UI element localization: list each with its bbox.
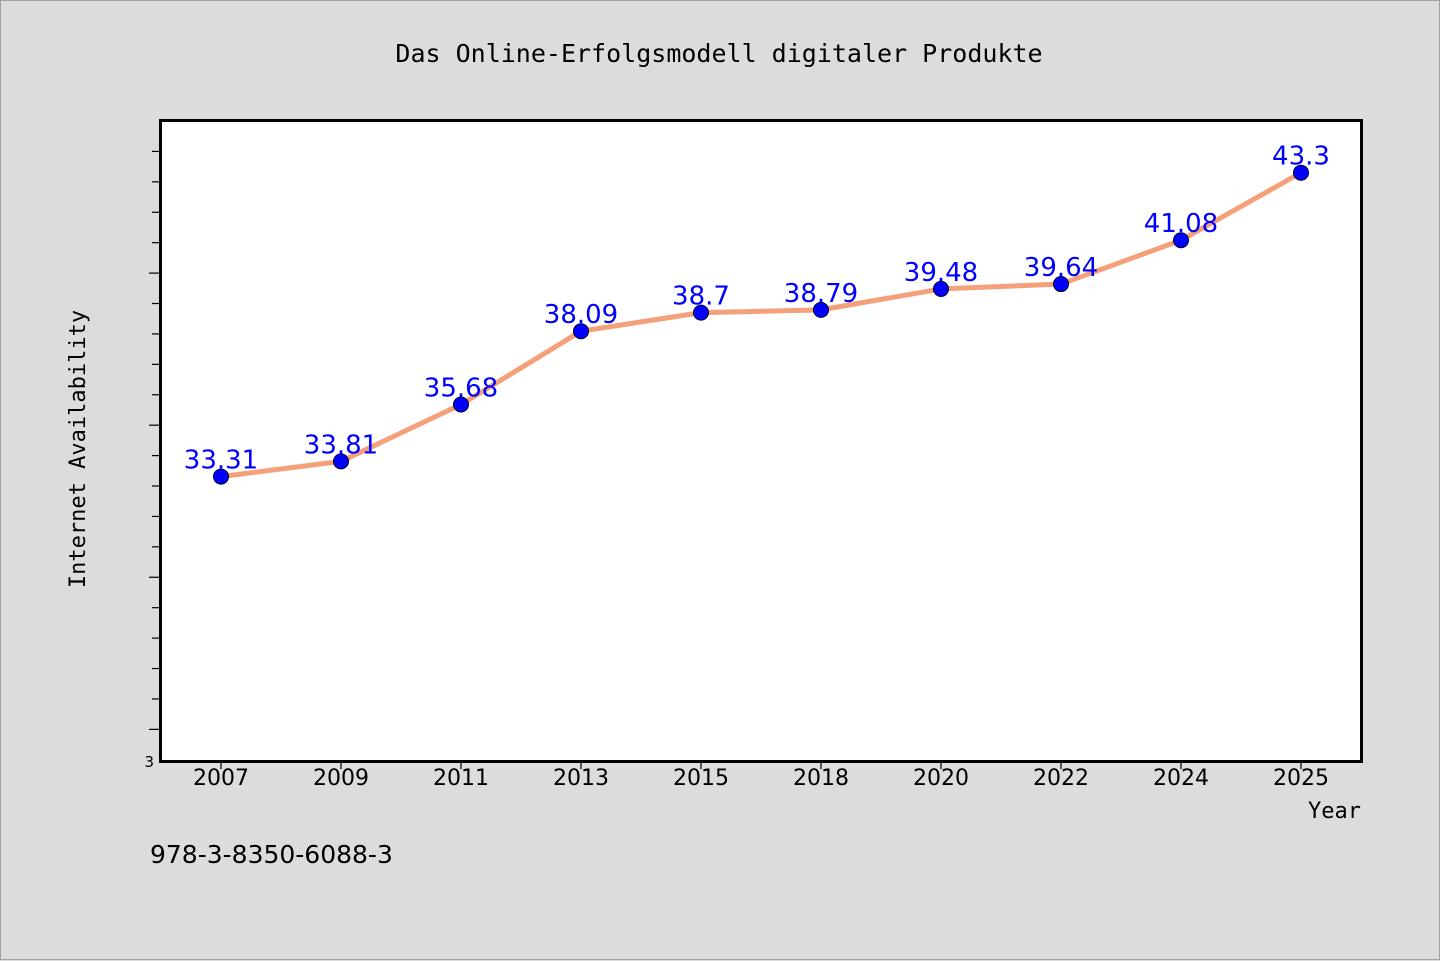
data-point (333, 453, 349, 470)
x-tick-label: 2025 (1273, 766, 1329, 791)
data-label: 39.64 (1024, 253, 1098, 283)
data-point (1293, 164, 1309, 181)
data-label: 39.48 (904, 258, 978, 288)
isbn-text: 978-3-8350-6088-3 (150, 840, 393, 869)
data-label: 38.09 (544, 300, 618, 330)
x-tick-label: 2024 (1153, 766, 1209, 791)
x-tick-label: 2015 (673, 766, 729, 791)
x-tick-label: 2007 (193, 766, 249, 791)
data-label: 33.81 (304, 430, 378, 460)
data-point (693, 304, 709, 321)
data-label: 41.08 (1144, 209, 1218, 239)
x-axis-ticks: 2007 2009 2011 2013 2015 2018 2020 2022 2024 2025 (193, 761, 1329, 791)
series-group: 33.31 33.81 35.68 38.09 38.7 38.79 39.48 39.64 4… (184, 142, 1330, 485)
data-point (213, 468, 229, 485)
data-point (1053, 276, 1069, 293)
series-line (218, 170, 1304, 480)
data-point (933, 280, 949, 297)
data-label: 43.3 (1272, 142, 1330, 172)
plot-area (159, 119, 1363, 763)
x-tick-label: 2022 (1033, 766, 1089, 791)
y-axis-ticks (149, 150, 161, 730)
x-tick-label: 2018 (793, 766, 849, 791)
data-point (813, 301, 829, 318)
x-tick-label: 2013 (553, 766, 609, 791)
x-axis-label: Year (1308, 799, 1361, 824)
x-tick-label: 2011 (433, 766, 489, 791)
data-label: 38.7 (672, 282, 730, 312)
data-point (453, 396, 469, 413)
chart-title: Das Online-Erfolgsmodell digitaler Produ… (395, 39, 1042, 68)
data-point (1173, 232, 1189, 249)
y-axis-min-label: 3 (144, 753, 154, 771)
x-tick-label: 2009 (313, 766, 369, 791)
data-label: 33.31 (184, 446, 258, 476)
data-label: 38.79 (784, 279, 858, 309)
data-label: 35.68 (424, 373, 498, 403)
data-point (573, 323, 589, 340)
x-tick-label: 2020 (913, 766, 969, 791)
y-axis-label: Internet Availability (66, 310, 91, 588)
